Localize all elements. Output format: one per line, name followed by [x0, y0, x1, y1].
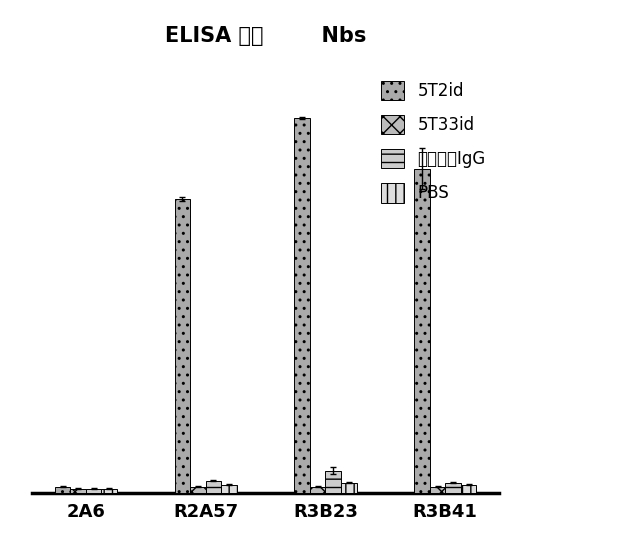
- Bar: [175, 199, 190, 493]
- Bar: [310, 487, 326, 493]
- Bar: [445, 483, 461, 493]
- Bar: [326, 470, 341, 493]
- Bar: [294, 118, 310, 493]
- Bar: [55, 487, 70, 493]
- Bar: [205, 480, 221, 493]
- Bar: [102, 489, 117, 493]
- Bar: [221, 485, 237, 493]
- Bar: [414, 169, 429, 493]
- Bar: [190, 487, 205, 493]
- Legend: 5T2id, 5T33id, トータルIgG, PBS: 5T2id, 5T33id, トータルIgG, PBS: [376, 76, 491, 208]
- Bar: [341, 483, 356, 493]
- Title: ELISA 精製        Nbs: ELISA 精製 Nbs: [165, 26, 366, 46]
- Bar: [429, 487, 445, 493]
- Bar: [461, 485, 476, 493]
- Bar: [86, 489, 102, 493]
- Bar: [70, 489, 86, 493]
